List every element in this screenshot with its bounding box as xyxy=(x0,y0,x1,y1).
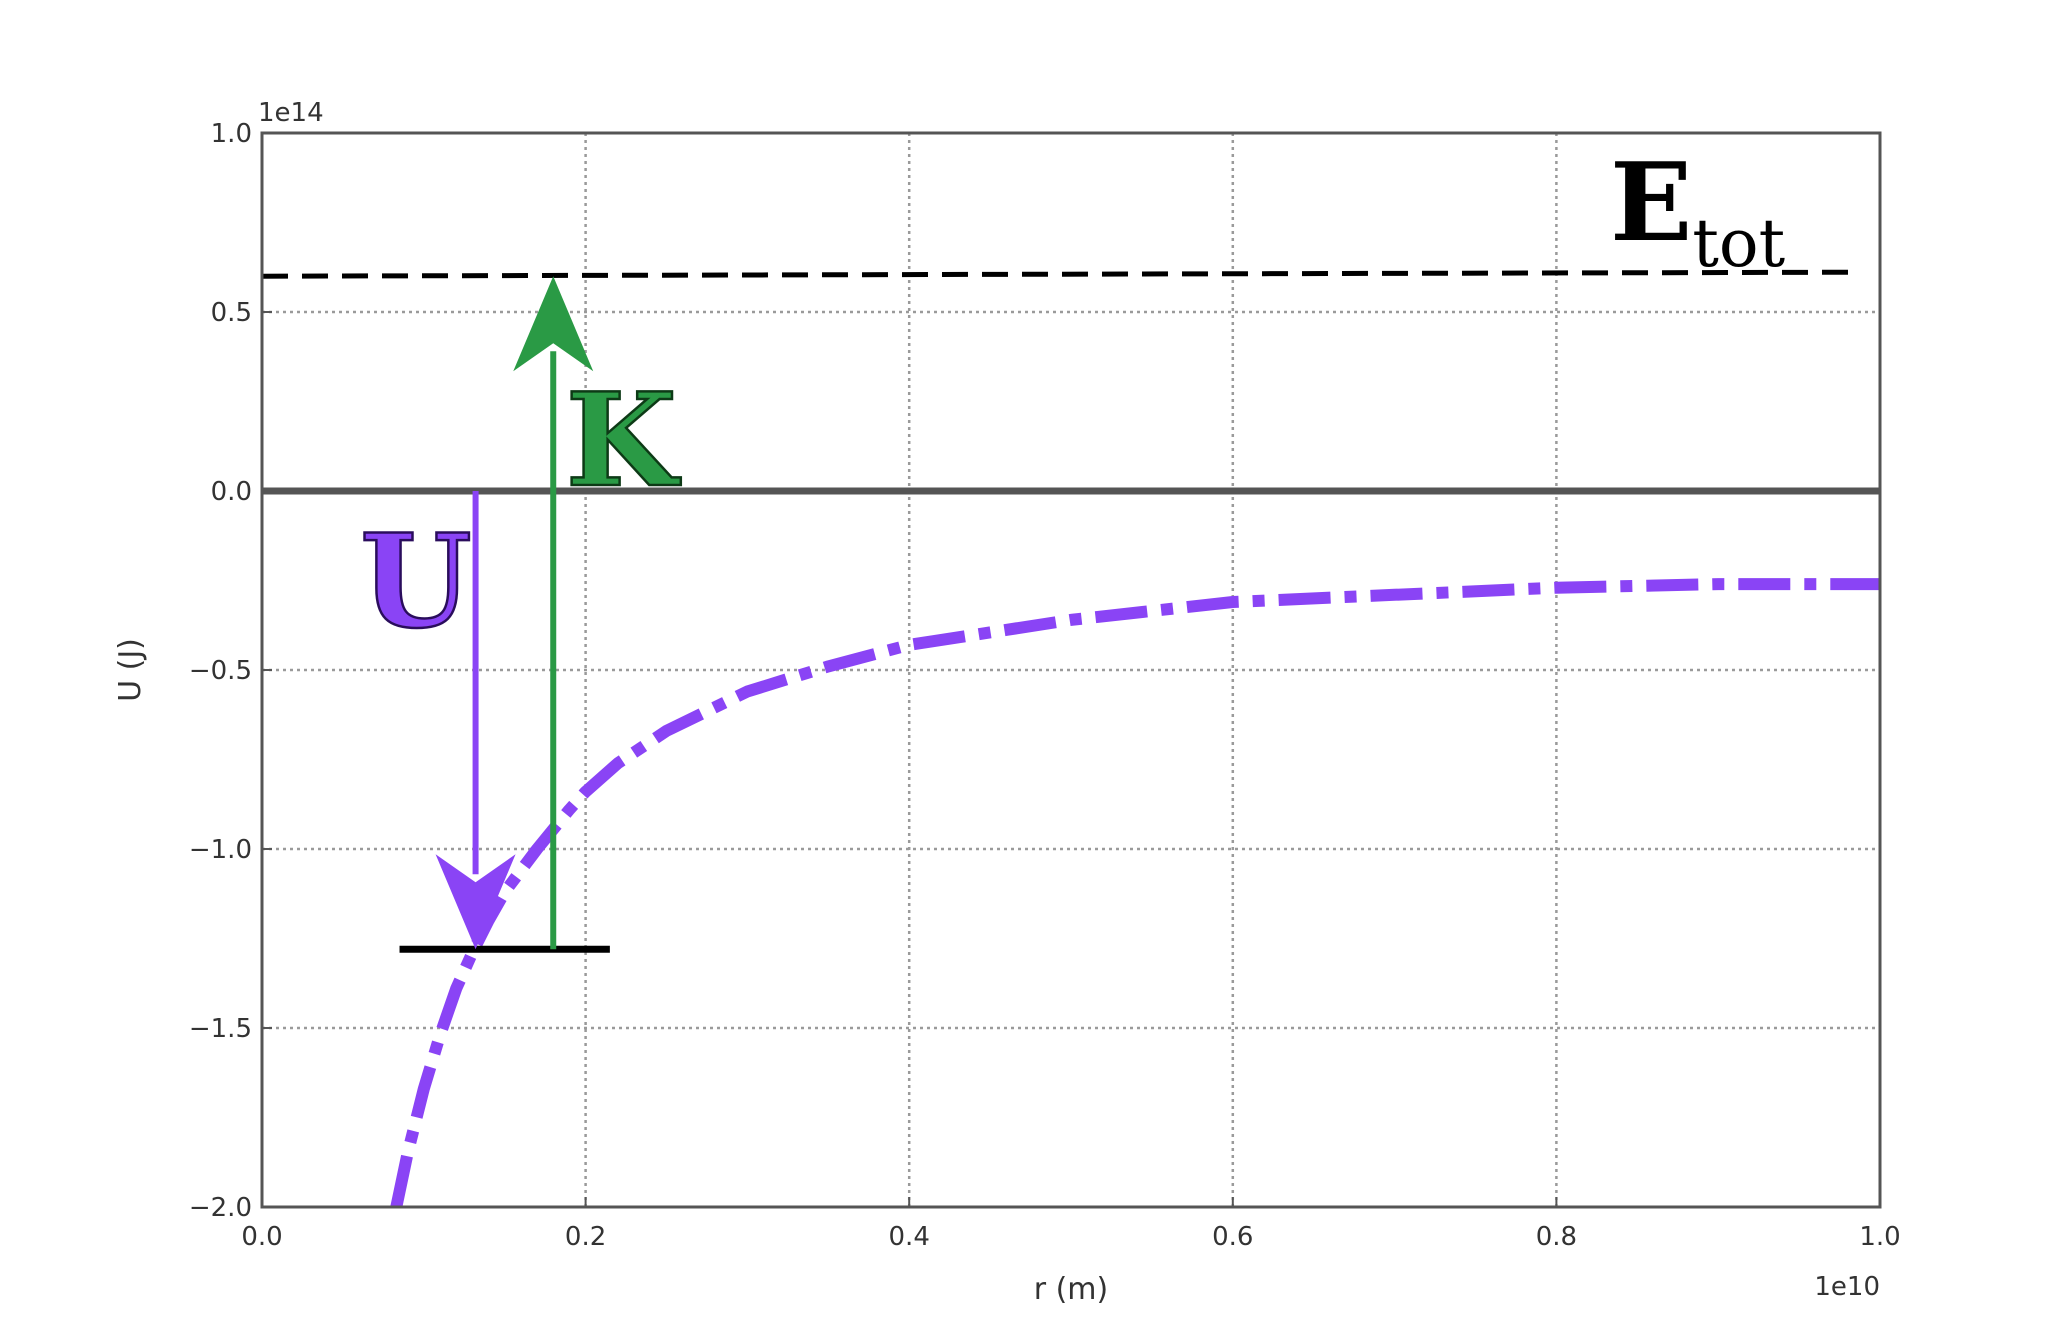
potential-energy-label: U xyxy=(360,507,472,657)
total-energy-label: Etot xyxy=(1610,140,1785,282)
y-tick-label: −1.0 xyxy=(189,835,252,865)
y-tick-label: 1.0 xyxy=(211,119,252,149)
x-axis-label: r (m) xyxy=(1034,1272,1109,1307)
x-ticks: 0.0 0.2 0.4 0.6 0.8 1.0 xyxy=(241,1197,1901,1252)
x-tick-label: 0.0 xyxy=(241,1222,282,1252)
total-energy-line xyxy=(261,269,1859,279)
x-tick-label: 0.2 xyxy=(565,1222,606,1252)
x-tick-label: 0.4 xyxy=(889,1222,930,1252)
x-tick-label: 1.0 xyxy=(1859,1222,1900,1252)
arrows-group xyxy=(435,276,594,950)
y-ticks: 1.0 0.5 0.0 −0.5 −1.0 −1.5 −2.0 xyxy=(189,119,272,1223)
total-energy-subscript: tot xyxy=(1692,205,1785,282)
kinetic-energy-label: K xyxy=(566,366,682,516)
U-arrow-head xyxy=(435,854,516,950)
y-tick-label: 0.0 xyxy=(211,477,252,507)
y-axis-label: U (J) xyxy=(113,638,148,702)
total-energy-symbol: E xyxy=(1610,140,1692,266)
y-tick-label: 0.5 xyxy=(211,298,252,328)
x-tick-label: 0.8 xyxy=(1536,1222,1577,1252)
y-tick-label: −1.5 xyxy=(189,1014,252,1044)
energy-lines xyxy=(261,269,1859,953)
x-axis-multiplier: 1e10 xyxy=(1814,1272,1880,1302)
y-tick-label: −0.5 xyxy=(189,656,252,686)
y-axis-multiplier: 1e14 xyxy=(258,98,324,128)
K-arrow-head xyxy=(513,276,594,372)
series-group xyxy=(390,578,1880,1209)
x-tick-label: 0.6 xyxy=(1212,1222,1253,1252)
y-tick-label: −2.0 xyxy=(189,1193,252,1223)
potential-energy-curve xyxy=(390,578,1880,1209)
